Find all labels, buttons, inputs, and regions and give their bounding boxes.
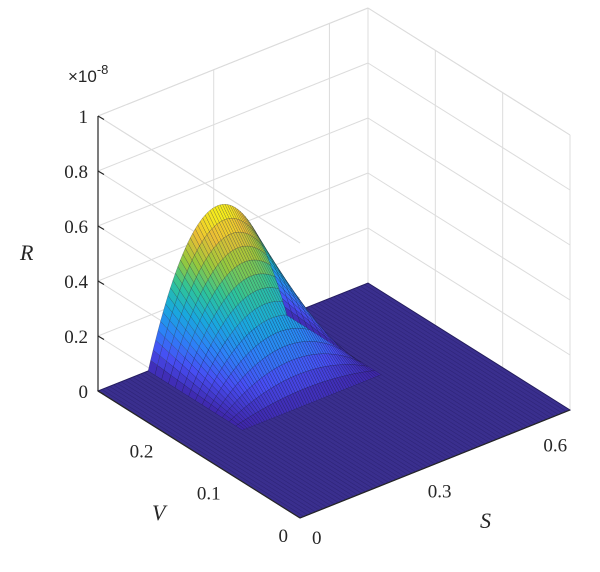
y-axis-label: V (152, 500, 168, 525)
z-tick-mark (97, 280, 105, 286)
tick-labels: 0 0.2 0.4 0.6 0.8 1 0 0.1 0.2 0 0.3 0.6 (64, 107, 567, 549)
floor-mesh-line (336, 295, 540, 423)
floor-mesh-line (321, 301, 524, 429)
floor-mesh-line (109, 386, 312, 514)
z-tick-mark (97, 335, 105, 341)
floor-mesh-line (352, 288, 555, 417)
floor-mesh-line (144, 372, 347, 500)
floor-mesh-line (124, 379, 328, 508)
floor-mesh-line (302, 308, 505, 437)
x-tick-label: 0 (312, 528, 322, 549)
z-tick-mark (97, 225, 105, 231)
floor-mesh-line (128, 378, 332, 506)
floor-mesh-line (340, 293, 544, 422)
floor-mesh-line (344, 292, 548, 420)
floor-mesh-line (120, 381, 324, 509)
y-axis-line (97, 390, 301, 519)
z-exponent-label: ×10-8 (68, 62, 108, 86)
z-gridline (367, 172, 571, 301)
floor-mesh-line (360, 285, 563, 414)
z-gridline (97, 62, 369, 172)
floor-mesh-line (117, 383, 320, 511)
floor-mesh-line (136, 375, 339, 503)
z-gridline (367, 7, 571, 136)
floor-mesh-line (101, 389, 305, 517)
axes-lines (97, 116, 571, 519)
x-tick-label: 0.3 (428, 482, 452, 503)
x-axis-label: S (480, 508, 491, 533)
z-tick-label: 0.8 (64, 162, 88, 183)
z-gridline (97, 115, 301, 244)
z-gridline (97, 7, 369, 117)
z-tick-label: 0.4 (64, 272, 88, 293)
floor-mesh-line (105, 387, 308, 516)
floor-mesh-line (132, 376, 335, 505)
x-axis-line (299, 409, 571, 519)
y-tick-label: 0.2 (130, 441, 154, 462)
z-gridline (97, 117, 369, 227)
z-gridline (367, 117, 571, 246)
floor-mesh-line (113, 384, 316, 513)
floor-mesh-line (356, 287, 559, 415)
floor-mesh-line (317, 302, 521, 431)
surface-patch (284, 306, 295, 321)
z-axis-label: R (19, 240, 34, 265)
z-tick-label: 0.6 (64, 217, 88, 238)
floor-mesh-line (325, 299, 528, 428)
floor-mesh-line (333, 296, 536, 425)
floor-mesh-line (329, 298, 532, 426)
floor-mesh-line (294, 312, 497, 440)
floor-mesh-line (298, 310, 501, 439)
floor-mesh-line (306, 307, 509, 435)
z-exponent-value: -8 (97, 62, 109, 77)
y-tick-label: 0 (279, 526, 289, 547)
floor-mesh-line (348, 290, 551, 418)
x-tick-label: 0.6 (543, 435, 567, 456)
z-exponent-base: ×10 (68, 67, 97, 86)
surface-hump (147, 204, 382, 431)
y-tick-label: 0.1 (197, 484, 221, 505)
floor-mesh-line (363, 284, 567, 412)
floor-mesh-line (309, 305, 513, 434)
z-gridline (367, 227, 571, 356)
floor-mesh-line (140, 373, 343, 502)
z-tick-label: 0 (79, 382, 89, 403)
z-tick-mark (97, 390, 105, 396)
z-tick-mark (97, 115, 105, 121)
z-tick-mark (97, 170, 105, 176)
z-gridline (367, 62, 571, 191)
floor-mesh-line (313, 304, 517, 432)
z-tick-label: 0.2 (64, 327, 88, 348)
z-tick-label: 1 (79, 107, 89, 128)
